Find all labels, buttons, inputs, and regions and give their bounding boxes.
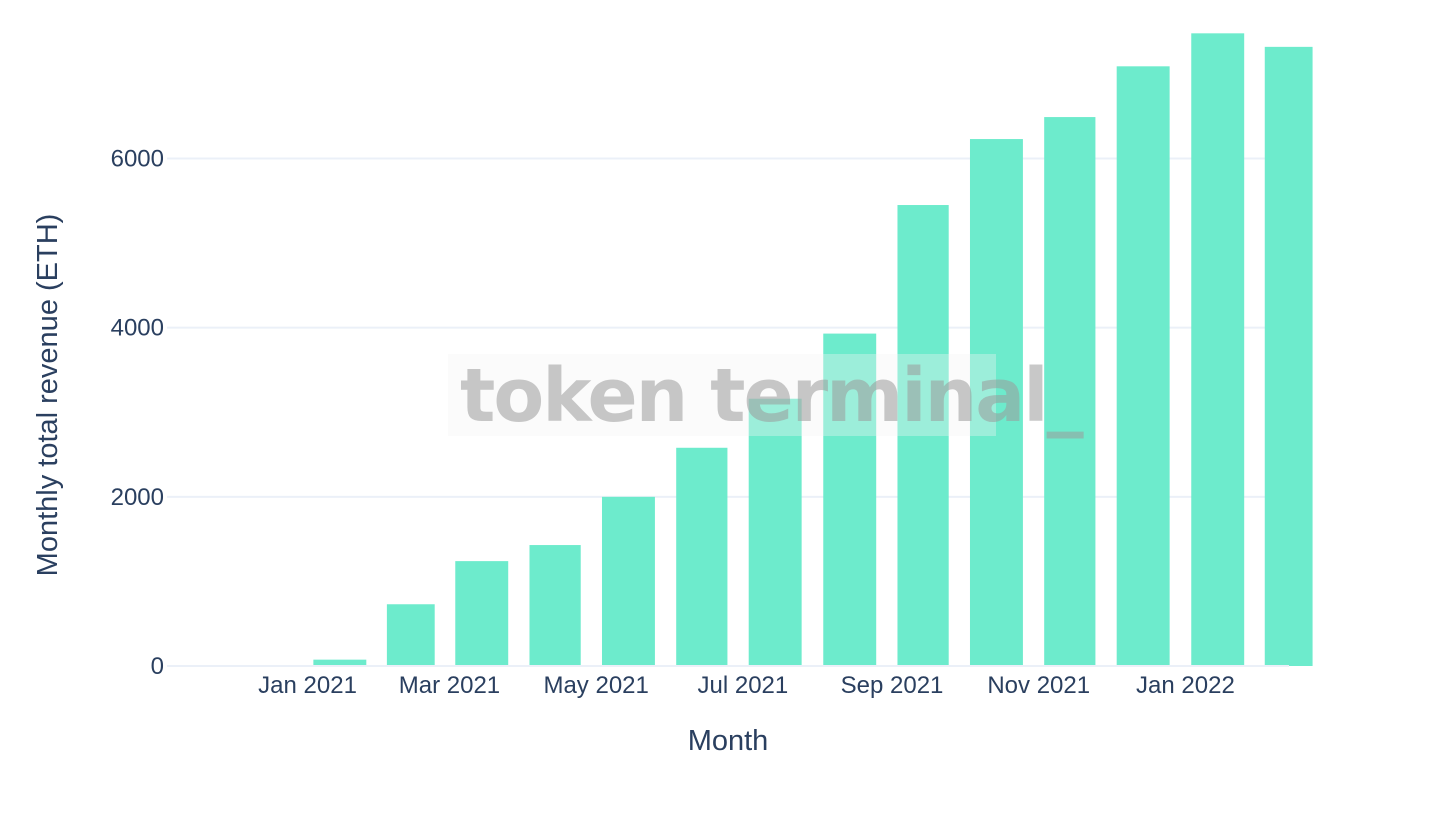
bar	[1264, 46, 1313, 666]
y-gridlines	[167, 157, 1289, 498]
y-tick-label: 2000	[111, 484, 164, 511]
bar	[601, 496, 655, 666]
bar	[969, 139, 1023, 666]
bar	[1044, 117, 1096, 667]
x-tick-label: Jan 2022	[1136, 672, 1235, 699]
watermark-logo-text: token terminal_	[460, 353, 1084, 439]
y-tick-label: 0	[151, 653, 164, 680]
plot-area	[167, 0, 1289, 666]
bar	[748, 398, 802, 666]
x-tick-label: Sep 2021	[841, 672, 944, 699]
bar	[455, 561, 509, 666]
bar	[529, 545, 581, 666]
x-tick-label: Nov 2021	[987, 672, 1090, 699]
bar	[676, 447, 728, 666]
watermark-backdrop	[448, 354, 996, 436]
bar	[1191, 33, 1245, 666]
y-axis-ticks: 0 2000 4000 6000	[111, 146, 164, 680]
y-tick-label: 4000	[111, 315, 164, 342]
x-tick-label: May 2021	[543, 672, 648, 699]
bar	[897, 205, 949, 667]
y-axis-title: Monthly total revenue (ETH)	[32, 214, 64, 577]
token-terminal-watermark: token terminal_	[448, 353, 1086, 439]
y-tick-label: 6000	[111, 146, 164, 173]
x-tick-label: Jan 2021	[258, 672, 357, 699]
bar	[1116, 66, 1170, 666]
x-tick-label: Mar 2021	[399, 672, 500, 699]
bar	[386, 604, 435, 666]
x-axis-title: Month	[688, 725, 769, 757]
bars	[238, 33, 1313, 667]
x-axis-ticks: Jan 2021 Mar 2021 May 2021 Jul 2021 Sep 2021…	[258, 672, 1235, 699]
bar	[313, 659, 367, 666]
bar	[823, 333, 877, 666]
x-tick-label: Jul 2021	[698, 672, 789, 699]
